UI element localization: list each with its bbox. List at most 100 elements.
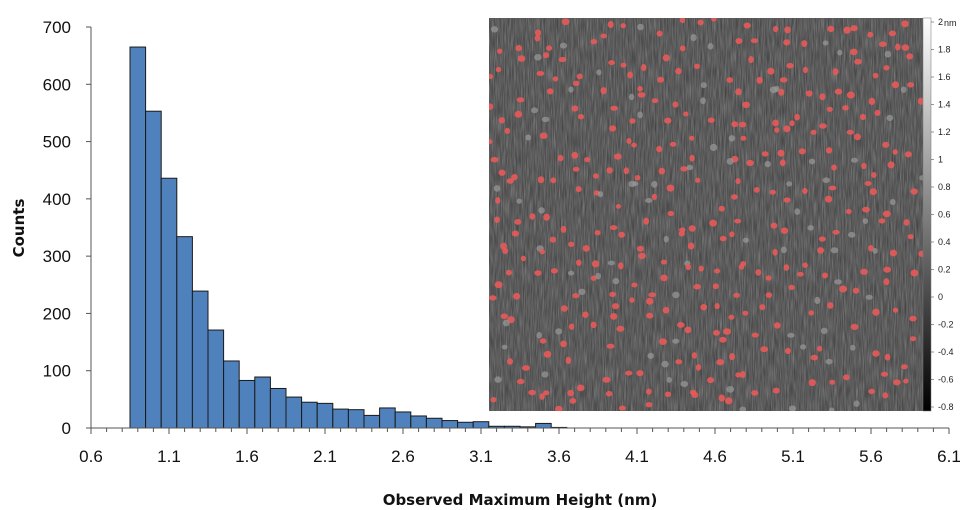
afm-particle [830,247,839,254]
afm-particle [495,66,502,73]
afm-particle [751,390,759,396]
x-tick-label: 5.1 [781,447,805,466]
colorbar-ticks: 2 1.8 1.6 1.4 1.2 1 0.8 0.6 0.4 0.2 0 -0.2 -0.4 -0.6 -… [931,17,954,412]
histogram-bar [160,177,178,429]
afm-particle [531,107,539,114]
afm-particle [613,153,622,160]
afm-particle [539,393,545,400]
afm-particle [872,247,878,254]
afm-particle [502,319,510,327]
afm-particle [846,129,854,135]
afm-particle [695,364,702,371]
afm-particle [638,252,646,260]
afm-particle [740,371,746,378]
afm-particle [685,263,691,271]
histogram-bar [441,420,459,429]
afm-particle [618,231,625,238]
afm-particle [904,151,912,158]
afm-particle [609,291,616,298]
afm-particle [560,225,567,233]
afm-particle [500,313,508,320]
afm-particle [679,227,686,233]
afm-particle [850,25,858,32]
afm-particle [560,340,567,348]
afm-particle [637,92,646,98]
afm-particle [802,262,808,268]
afm-particle [632,181,639,187]
afm-particle [843,26,851,34]
afm-particle [534,29,542,37]
afm-particle [648,292,656,298]
afm-particle [711,18,717,22]
afm-particle [779,159,786,167]
afm-particle [572,293,580,299]
afm-particle [731,121,739,128]
afm-particle [900,86,907,93]
afm-particle [646,388,652,395]
histogram-bar [269,387,287,429]
afm-particle [606,167,613,174]
afm-particle [568,241,575,247]
afm-particle [907,234,914,240]
afm-particle [572,80,580,87]
afm-particle [626,138,632,144]
histogram-bar [425,417,443,429]
afm-particle [779,77,788,83]
x-tick-label: 0.6 [79,447,103,466]
afm-particle [679,18,686,24]
afm-particle [884,50,892,58]
afm-particle [909,315,917,322]
histogram-bar [285,396,303,429]
histogram-bar [223,360,240,429]
afm-particle [882,141,890,148]
afm-particle [849,48,858,56]
afm-particle [637,111,643,119]
histogram-bar [472,421,490,429]
afm-particle [513,292,521,300]
afm-particle [723,328,731,335]
afm-particle [672,291,680,299]
afm-particle [683,111,689,117]
afm-particle [910,188,918,195]
afm-particle [772,119,779,127]
histogram-bar [379,407,396,429]
histogram-bar [394,411,412,429]
afm-particle [618,405,626,411]
afm-particle [739,406,747,411]
afm-particle [761,151,769,157]
histogram-bar [347,409,365,429]
afm-particle [536,332,543,339]
afm-particle [742,237,750,243]
afm-particle [773,322,781,329]
afm-particle [690,34,697,42]
afm-particle [679,45,686,52]
y-axis-title: Counts [10,199,28,258]
afm-particle [712,329,720,336]
afm-particle [837,49,843,56]
histogram-bar [301,401,318,429]
afm-particle [582,245,590,252]
afm-particle [541,371,549,378]
afm-particle [552,76,559,82]
afm-particle [709,143,718,152]
afm-particle [712,283,719,290]
afm-particle [872,308,880,316]
afm-particle [729,353,735,361]
afm-particle [773,25,779,33]
afm-particle [568,86,574,93]
afm-particle [651,193,658,201]
afm-particle [514,110,523,118]
colorbar-tick-label: 1.6 [938,72,951,82]
afm-particle [615,204,622,209]
afm-particle [493,185,501,192]
afm-particle [629,118,636,124]
afm-particle [543,390,550,396]
afm-particle [731,194,738,200]
x-axis-title: Observed Maximum Height (nm) [383,491,658,509]
afm-particle [787,332,795,338]
afm-particle [676,322,685,328]
afm-particle [646,312,654,319]
afm-particle [494,216,500,223]
afm-particle [889,199,896,206]
afm-particle [629,297,635,303]
